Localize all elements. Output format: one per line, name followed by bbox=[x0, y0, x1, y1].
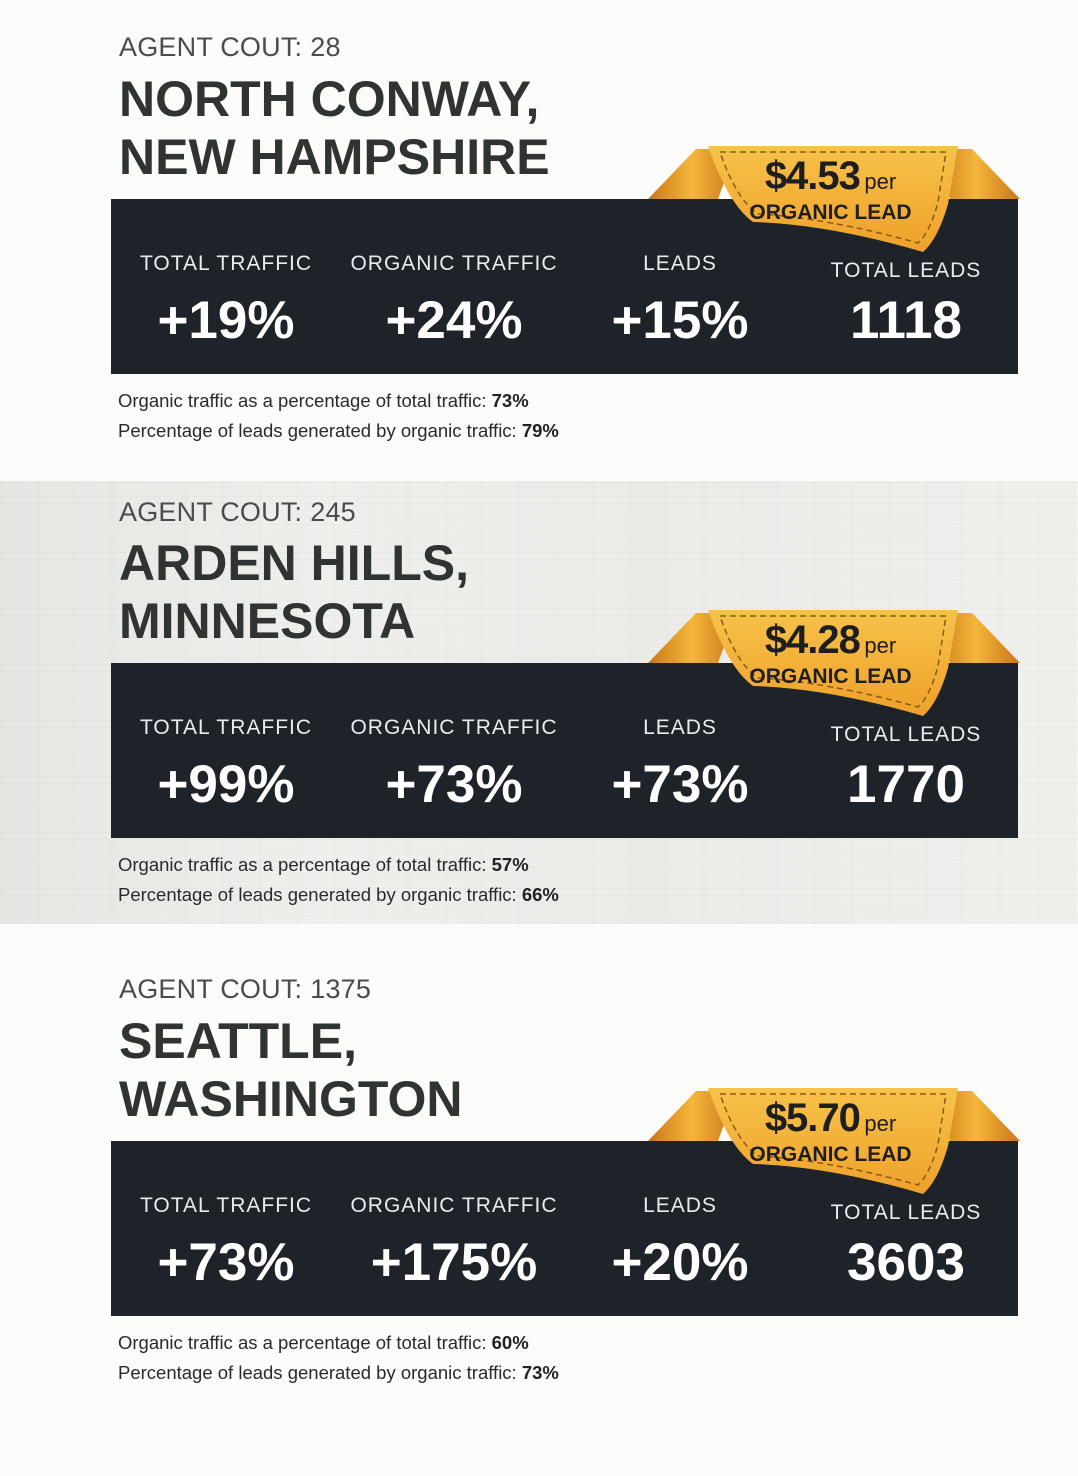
note-leads-share: Percentage of leads generated by organic… bbox=[118, 416, 559, 446]
cost-per-lead-value: $4.53 bbox=[764, 154, 861, 198]
ribbon-price: $4.28 per bbox=[763, 618, 898, 663]
metric-label: TOTAL LEADS bbox=[830, 723, 982, 746]
note-organic-share: Organic traffic as a percentage of total… bbox=[118, 850, 559, 880]
metric-value: +24% bbox=[385, 291, 523, 350]
ribbon-price: $5.70 per bbox=[763, 1096, 898, 1141]
metric-label: LEADS bbox=[643, 716, 717, 739]
per-label: per bbox=[864, 1111, 897, 1136]
agent-count-value: 28 bbox=[310, 32, 341, 62]
metric-total-traffic: TOTAL TRAFFIC +99% bbox=[111, 716, 341, 815]
metric-label: TOTAL LEADS bbox=[830, 1201, 982, 1224]
note-value: 66% bbox=[521, 884, 559, 905]
agent-count-value: 245 bbox=[310, 497, 356, 527]
metric-label: LEADS bbox=[643, 252, 717, 275]
metric-label: ORGANIC TRAFFIC bbox=[350, 252, 558, 275]
agent-count-value: 1375 bbox=[310, 974, 372, 1004]
note-value: 60% bbox=[491, 1332, 529, 1353]
metric-leads: LEADS +15% bbox=[565, 252, 795, 351]
metric-total-leads: TOTAL LEADS 1770 bbox=[791, 723, 1021, 815]
cost-per-lead-value: $5.70 bbox=[764, 1096, 861, 1140]
agent-count-label: AGENT COUT: bbox=[119, 974, 303, 1004]
ribbon-shape bbox=[648, 610, 1020, 716]
note-value: 73% bbox=[491, 390, 529, 411]
note-label: Percentage of leads generated by organic… bbox=[118, 420, 517, 441]
agent-count-label: AGENT COUT: bbox=[119, 32, 303, 62]
organic-lead-label: ORGANIC LEAD bbox=[749, 1143, 912, 1166]
metric-label: ORGANIC TRAFFIC bbox=[350, 716, 558, 739]
note-label: Percentage of leads generated by organic… bbox=[118, 1362, 517, 1383]
note-label: Organic traffic as a percentage of total… bbox=[118, 390, 487, 411]
location-title-line2: NEW HAMPSHIRE bbox=[119, 129, 550, 185]
note-leads-share: Percentage of leads generated by organic… bbox=[118, 1358, 559, 1388]
metric-value: +19% bbox=[157, 291, 295, 350]
notes: Organic traffic as a percentage of total… bbox=[118, 386, 559, 446]
note-leads-share: Percentage of leads generated by organic… bbox=[118, 880, 559, 910]
metric-organic-traffic: ORGANIC TRAFFIC +175% bbox=[339, 1194, 569, 1293]
metric-label: TOTAL TRAFFIC bbox=[139, 1194, 313, 1217]
note-value: 79% bbox=[521, 420, 559, 441]
metric-value: 1770 bbox=[847, 755, 965, 814]
note-label: Organic traffic as a percentage of total… bbox=[118, 854, 487, 875]
cost-per-lead-ribbon: $4.28 per ORGANIC LEAD bbox=[648, 608, 1020, 723]
ribbon-shape bbox=[648, 1088, 1020, 1194]
metric-label: LEADS bbox=[643, 1194, 717, 1217]
metric-label: ORGANIC TRAFFIC bbox=[350, 1194, 558, 1217]
location-title: SEATTLE, WASHINGTON bbox=[119, 1012, 463, 1128]
metric-value: +15% bbox=[611, 291, 749, 350]
location-section-seattle: AGENT COUT: 1375 SEATTLE, WASHINGTON TOT… bbox=[0, 924, 1078, 1476]
ribbon-price: $4.53 per bbox=[763, 154, 898, 199]
metric-value: 3603 bbox=[847, 1233, 965, 1292]
metric-value: +99% bbox=[157, 755, 295, 814]
metric-value: +73% bbox=[157, 1233, 295, 1292]
metric-label: TOTAL TRAFFIC bbox=[139, 252, 313, 275]
metric-total-traffic: TOTAL TRAFFIC +73% bbox=[111, 1194, 341, 1293]
metric-value: 1118 bbox=[849, 291, 963, 350]
metric-value: +73% bbox=[611, 755, 749, 814]
metric-organic-traffic: ORGANIC TRAFFIC +24% bbox=[339, 252, 569, 351]
organic-lead-label: ORGANIC LEAD bbox=[749, 665, 912, 688]
metric-total-leads: TOTAL LEADS 3603 bbox=[791, 1201, 1021, 1293]
per-label: per bbox=[864, 633, 897, 658]
metric-label: TOTAL TRAFFIC bbox=[139, 716, 313, 739]
metric-organic-traffic: ORGANIC TRAFFIC +73% bbox=[339, 716, 569, 815]
notes: Organic traffic as a percentage of total… bbox=[118, 1328, 559, 1388]
metric-value: +20% bbox=[611, 1233, 749, 1292]
metric-value: +175% bbox=[370, 1233, 538, 1292]
location-title-line2: MINNESOTA bbox=[119, 593, 416, 649]
metric-leads: LEADS +73% bbox=[565, 716, 795, 815]
location-title-line1: ARDEN HILLS, bbox=[119, 535, 469, 591]
location-title-line1: NORTH CONWAY, bbox=[119, 71, 540, 127]
location-title: ARDEN HILLS, MINNESOTA bbox=[119, 534, 469, 650]
metric-label: TOTAL LEADS bbox=[830, 259, 982, 282]
agent-count: AGENT COUT: 28 bbox=[119, 32, 341, 63]
metric-total-leads: TOTAL LEADS 1118 bbox=[791, 259, 1021, 351]
notes: Organic traffic as a percentage of total… bbox=[118, 850, 559, 910]
agent-count: AGENT COUT: 1375 bbox=[119, 974, 371, 1005]
organic-lead-label: ORGANIC LEAD bbox=[749, 201, 912, 224]
ribbon-shape bbox=[648, 146, 1020, 252]
location-section-north-conway: AGENT COUT: 28 NORTH CONWAY, NEW HAMPSHI… bbox=[0, 0, 1078, 480]
note-label: Organic traffic as a percentage of total… bbox=[118, 1332, 487, 1353]
metric-total-traffic: TOTAL TRAFFIC +19% bbox=[111, 252, 341, 351]
cost-per-lead-ribbon: $4.53 per ORGANIC LEAD bbox=[648, 144, 1020, 259]
note-label: Percentage of leads generated by organic… bbox=[118, 884, 517, 905]
location-title-line1: SEATTLE, bbox=[119, 1013, 357, 1069]
location-title: NORTH CONWAY, NEW HAMPSHIRE bbox=[119, 70, 550, 186]
note-value: 73% bbox=[521, 1362, 559, 1383]
note-organic-share: Organic traffic as a percentage of total… bbox=[118, 1328, 559, 1358]
cost-per-lead-ribbon: $5.70 per ORGANIC LEAD bbox=[648, 1086, 1020, 1201]
note-organic-share: Organic traffic as a percentage of total… bbox=[118, 386, 559, 416]
metric-value: +73% bbox=[385, 755, 523, 814]
cost-per-lead-value: $4.28 bbox=[764, 618, 861, 662]
metric-leads: LEADS +20% bbox=[565, 1194, 795, 1293]
location-section-arden-hills: AGENT COUT: 245 ARDEN HILLS, MINNESOTA T… bbox=[0, 481, 1078, 924]
note-value: 57% bbox=[491, 854, 529, 875]
agent-count: AGENT COUT: 245 bbox=[119, 497, 356, 528]
per-label: per bbox=[864, 169, 897, 194]
location-title-line2: WASHINGTON bbox=[119, 1071, 463, 1127]
agent-count-label: AGENT COUT: bbox=[119, 497, 303, 527]
